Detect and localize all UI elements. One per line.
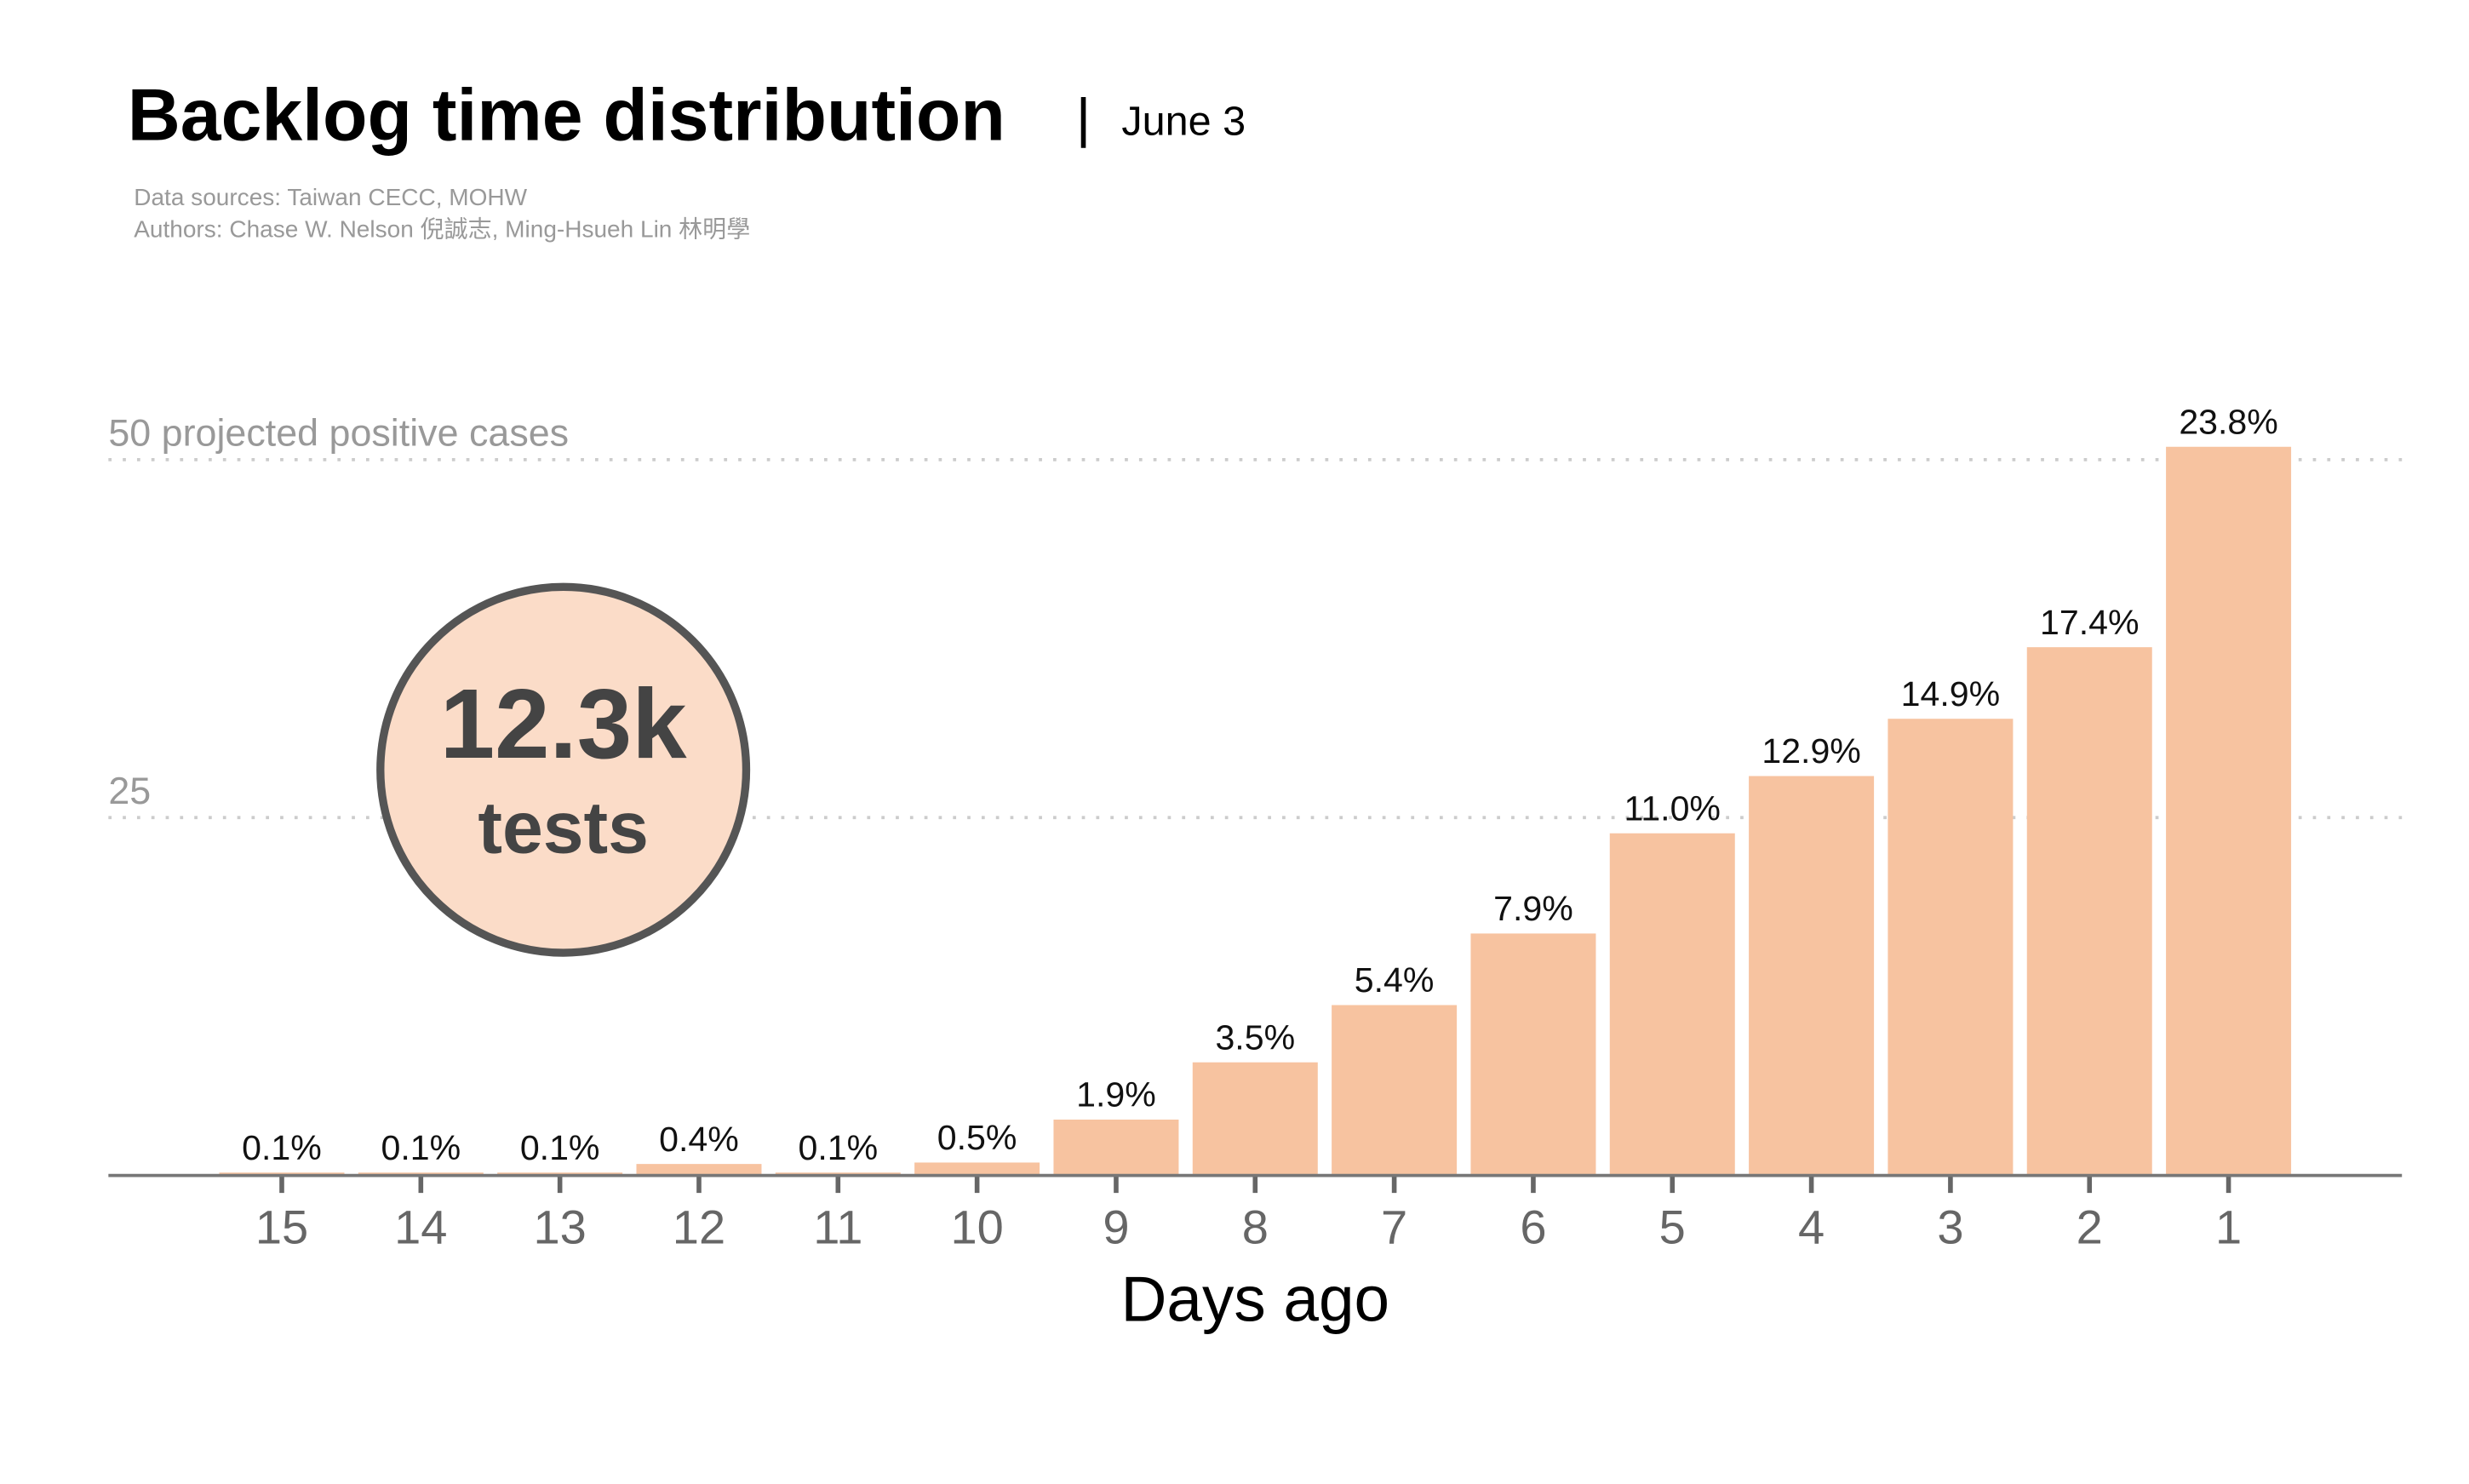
x-tick-label: 15 [255,1200,308,1254]
y-tick-label: 50 projected positive cases [108,411,569,455]
value-label: 0.1% [381,1128,461,1167]
x-tick-label: 8 [1242,1200,1269,1254]
x-tick-label: 11 [813,1200,862,1254]
bar [1470,933,1596,1176]
value-label: 0.4% [659,1120,739,1159]
x-tick-label: 3 [1937,1200,1963,1254]
x-tick-label: 4 [1798,1200,1825,1254]
x-tick-label: 7 [1381,1200,1407,1254]
source-line: Authors: Chase W. Nelson 倪誠志, Ming-Hsueh… [134,215,750,242]
x-tick-label: 6 [1520,1200,1546,1254]
value-label: 0.1% [798,1128,878,1167]
value-label: 1.9% [1076,1075,1156,1114]
x-tick-label: 10 [950,1200,1003,1254]
x-tick-label: 1 [2215,1200,2242,1254]
chart-subtitle: June 3 [1121,99,1246,145]
x-tick-label: 13 [533,1200,586,1254]
annotation-unit: tests [478,788,649,869]
bar [914,1162,1040,1176]
chart-title: Backlog time distribution [128,75,1005,157]
value-label: 7.9% [1493,889,1573,928]
bar [1749,776,1875,1176]
value-label: 0.5% [937,1118,1017,1157]
bar [636,1164,762,1176]
x-tick-label: 14 [394,1200,447,1254]
value-label: 14.9% [1901,674,2000,713]
value-label: 5.4% [1355,960,1435,1000]
value-label: 0.1% [242,1128,322,1167]
value-label: 17.4% [2040,603,2139,642]
y-tick-label: 25 [108,769,151,812]
bar [1192,1062,1318,1176]
value-label: 12.9% [1762,731,1860,771]
value-label: 3.5% [1215,1017,1295,1057]
x-tick-label: 2 [2077,1200,2103,1254]
bar [1332,1005,1458,1176]
x-tick-label: 9 [1103,1200,1129,1254]
value-label: 11.0% [1624,788,1721,828]
bar [1609,833,1735,1176]
bar [2166,446,2292,1176]
x-tick-label: 5 [1659,1200,1686,1254]
bar [1888,719,2014,1176]
bar [1053,1120,1179,1176]
source-line: Data sources: Taiwan CECC, MOHW [134,184,527,210]
bar [2026,647,2152,1176]
x-tick-label: 12 [673,1200,725,1254]
annotation-value: 12.3k [440,668,687,779]
annotation-circle [376,582,751,957]
value-label: 23.8% [2179,402,2277,441]
value-label: 0.1% [520,1128,600,1167]
x-axis-label: Days ago [1120,1263,1389,1335]
